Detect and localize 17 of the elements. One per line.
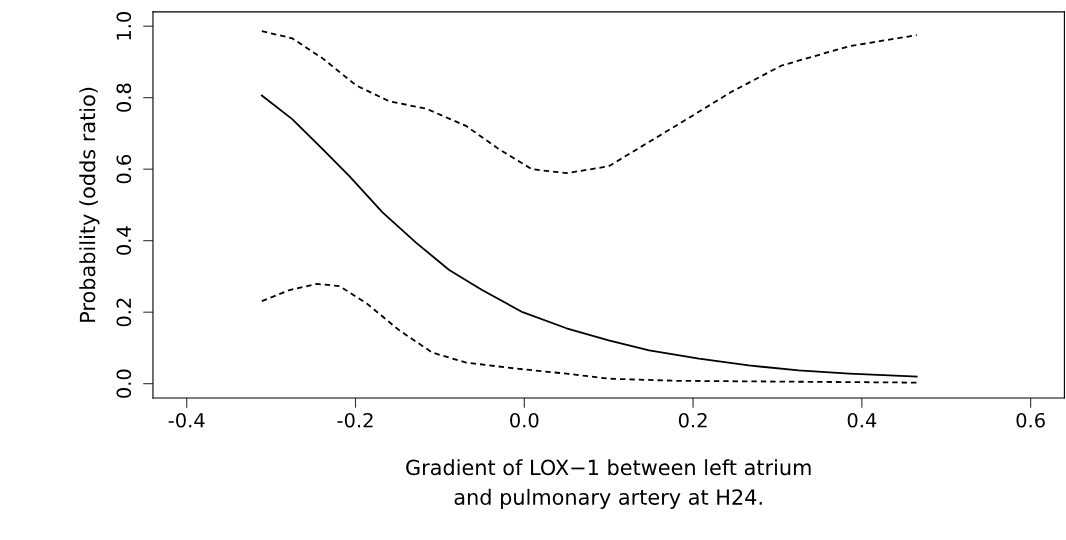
x-tick-label: -0.4 [168,412,205,428]
y-tick-label: 1.0 [116,12,132,40]
x-axis-title: Gradient of LOX−1 between left atrium and pulmonary artery at H24. [406,459,811,509]
line-series [260,283,918,384]
x-tick-label: 0.4 [847,412,877,428]
line-series [260,30,918,175]
x-tick-label: 0.2 [678,412,707,428]
y-tick-label: 0.4 [116,226,132,255]
y-tick-label: 0.8 [116,83,132,112]
y-tick-label: 0.2 [116,298,132,327]
x-tick-label: 0.6 [1016,412,1045,428]
x-tick-label: 0.0 [510,412,539,428]
y-tick-label: 0.0 [116,369,132,398]
line-series [260,94,918,378]
x-tick-label: -0.2 [337,412,373,428]
y-tick-label: 0.6 [116,154,132,184]
y-axis-title: Probability (odds ratio) [79,87,100,322]
